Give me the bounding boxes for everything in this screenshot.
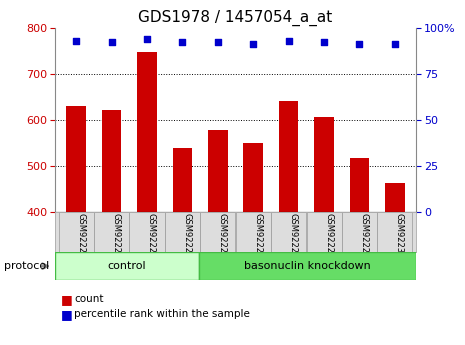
Bar <box>55 252 199 280</box>
Point <box>73 38 80 43</box>
Text: GSM92230: GSM92230 <box>395 213 404 259</box>
Text: count: count <box>74 295 104 304</box>
Bar <box>208 130 227 212</box>
Text: basonuclin knockdown: basonuclin knockdown <box>245 261 371 271</box>
Text: GSM92223: GSM92223 <box>147 213 156 259</box>
Point <box>143 36 151 41</box>
Text: GSM92226: GSM92226 <box>253 213 262 259</box>
Bar <box>137 52 157 212</box>
Point <box>391 41 399 47</box>
Bar <box>200 212 235 252</box>
Bar <box>342 212 377 252</box>
Bar <box>66 106 86 212</box>
Bar <box>199 252 416 280</box>
Bar <box>271 212 306 252</box>
Text: GSM92227: GSM92227 <box>289 213 298 259</box>
Bar <box>173 148 192 212</box>
Bar <box>378 212 412 252</box>
Text: GSM92228: GSM92228 <box>324 213 333 259</box>
Bar <box>129 212 165 252</box>
Text: GSM92229: GSM92229 <box>359 213 368 259</box>
Text: ■: ■ <box>60 293 72 306</box>
Point <box>108 40 115 45</box>
Bar <box>236 212 271 252</box>
Text: GSM92222: GSM92222 <box>112 213 120 259</box>
Bar <box>244 143 263 212</box>
Point <box>250 41 257 47</box>
Bar <box>59 212 93 252</box>
Bar <box>165 212 200 252</box>
Text: GSM92224: GSM92224 <box>182 213 192 259</box>
Bar <box>94 212 129 252</box>
Title: GDS1978 / 1457054_a_at: GDS1978 / 1457054_a_at <box>139 10 332 26</box>
Point <box>356 41 363 47</box>
Text: control: control <box>108 261 146 271</box>
Text: ■: ■ <box>60 308 72 321</box>
Point <box>285 38 292 43</box>
Text: protocol: protocol <box>4 261 49 271</box>
Bar <box>306 212 342 252</box>
Text: GSM92225: GSM92225 <box>218 213 227 259</box>
Text: GSM92221: GSM92221 <box>76 213 85 259</box>
Bar <box>385 183 405 212</box>
Point <box>320 40 328 45</box>
Point <box>179 40 186 45</box>
Bar <box>314 117 334 212</box>
Bar <box>350 158 369 212</box>
Point <box>214 40 221 45</box>
Bar <box>102 110 121 212</box>
Text: percentile rank within the sample: percentile rank within the sample <box>74 309 250 319</box>
Bar <box>279 100 299 212</box>
